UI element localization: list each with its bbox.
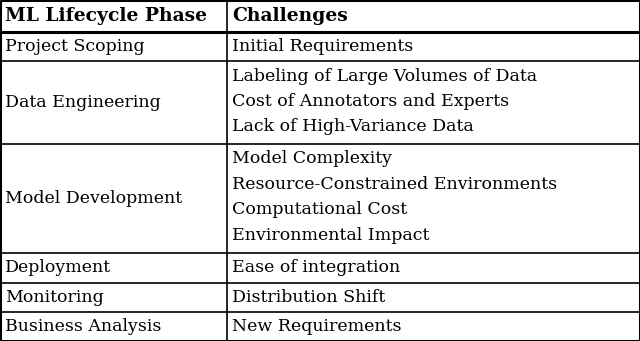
Text: Project Scoping: Project Scoping (5, 38, 145, 55)
Text: Business Analysis: Business Analysis (5, 318, 161, 335)
Text: Environmental Impact: Environmental Impact (232, 227, 429, 244)
Text: Distribution Shift: Distribution Shift (232, 289, 385, 306)
Text: Monitoring: Monitoring (5, 289, 104, 306)
Text: Deployment: Deployment (5, 260, 111, 277)
Text: Ease of integration: Ease of integration (232, 260, 401, 277)
Text: Labeling of Large Volumes of Data: Labeling of Large Volumes of Data (232, 68, 538, 85)
Text: Data Engineering: Data Engineering (5, 94, 161, 111)
Text: Challenges: Challenges (232, 7, 348, 25)
Text: Resource-Constrained Environments: Resource-Constrained Environments (232, 176, 557, 193)
Text: Lack of High-Variance Data: Lack of High-Variance Data (232, 118, 474, 135)
Text: Model Complexity: Model Complexity (232, 150, 392, 167)
Text: Initial Requirements: Initial Requirements (232, 38, 413, 55)
Text: Model Development: Model Development (5, 190, 182, 207)
Text: ML Lifecycle Phase: ML Lifecycle Phase (5, 7, 207, 25)
Text: Cost of Annotators and Experts: Cost of Annotators and Experts (232, 93, 509, 110)
Text: New Requirements: New Requirements (232, 318, 402, 335)
Text: Computational Cost: Computational Cost (232, 201, 408, 218)
